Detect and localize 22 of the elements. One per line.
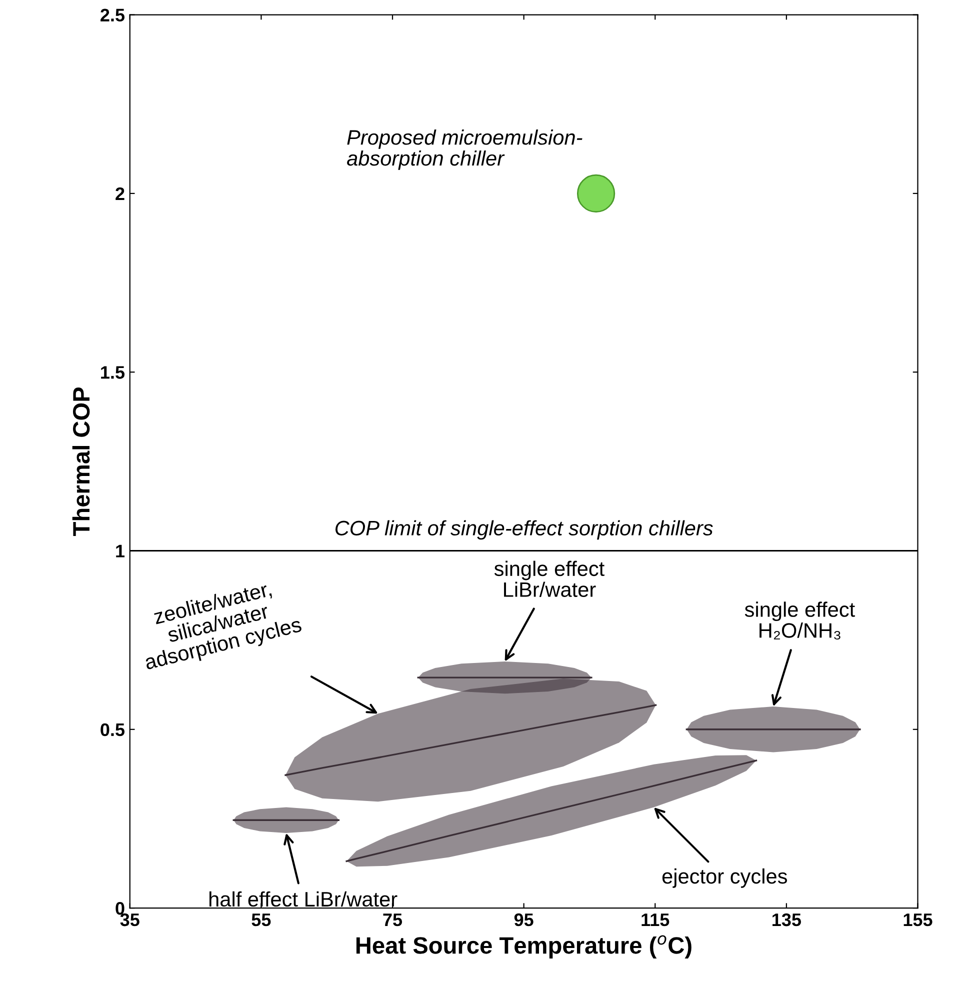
- y-tick-label: 1.5: [101, 366, 125, 379]
- x-tick-label: 155: [904, 914, 932, 926]
- annotation: half effect LiBr/water: [209, 891, 398, 907]
- x-tick-label: 135: [772, 913, 802, 926]
- x-axis-title: Heat Source Temperature ($^{o}$C): [356, 935, 692, 958]
- line-series: [284, 704, 657, 776]
- y-tick-label: 2: [116, 187, 124, 200]
- y-tick-label: 0.5: [100, 723, 125, 736]
- y-tick-label: 0: [116, 902, 124, 915]
- y-axis-title: Thermal COP: [72, 387, 90, 536]
- y-tick-label: 2.5: [100, 8, 125, 22]
- annotation: ejector cycles: [662, 868, 787, 888]
- annotation: Proposed microemulsion- absorption chiller: [347, 130, 582, 170]
- ref-line-label: COP limit of single-effect sorption chillers: [335, 520, 713, 540]
- annotation: single effect H₂O/NH₃: [744, 602, 855, 640]
- x-tick-label: 35: [120, 913, 140, 926]
- y-tick-label: 1: [116, 544, 125, 558]
- annotation: single effect LiBr/water: [494, 560, 604, 598]
- x-tick-label: 95: [514, 913, 534, 926]
- x-tick-label: 55: [252, 914, 271, 926]
- x-tick-label: 75: [383, 914, 402, 926]
- x-tick-label: 115: [642, 914, 670, 926]
